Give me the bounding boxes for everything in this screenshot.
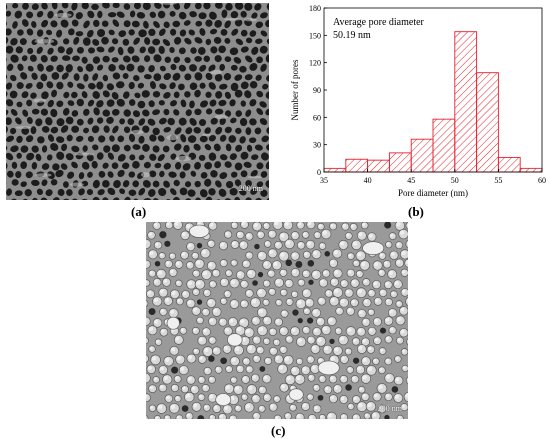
annotation-average-value: 50.19 nm [333, 30, 371, 41]
histogram-bar [432, 118, 456, 173]
histogram-bar [476, 72, 499, 173]
histogram-bar [367, 159, 390, 173]
histogram-bar [410, 138, 434, 173]
x-tick-label: 60 [538, 176, 546, 185]
histogram-bar [497, 156, 521, 173]
x-tick-label: 55 [494, 176, 502, 185]
pore-texture [6, 3, 269, 200]
y-tick-label: 180 [309, 4, 321, 13]
y-axis-label: Number of pores [290, 59, 300, 120]
histogram-bar [388, 152, 412, 173]
panel-label-b: (b) [408, 204, 424, 219]
y-tick-label: 90 [313, 86, 321, 95]
x-axis-label: Pore diameter (nm) [398, 188, 468, 198]
x-tick-label: 50 [451, 176, 459, 185]
y-tick-label: 30 [313, 141, 321, 150]
scale-bar-label: 200 nm [377, 404, 402, 413]
pore-diameter-histogram: 35 40 45 50 55 60 0 30 60 90 120 150 180 Average por… [290, 4, 546, 198]
x-tick-label: 45 [407, 176, 415, 185]
histogram-bar [519, 167, 543, 173]
annotation-average-label: Average pore diameter [333, 17, 425, 28]
sem-image-porous-template: 200 nm [6, 3, 269, 200]
panel-label-c: (c) [271, 423, 286, 438]
histogram-bar [345, 158, 369, 173]
scale-bar-label: 200 nm [238, 184, 263, 193]
histogram-bar [454, 31, 478, 173]
y-tick-label: 60 [313, 113, 321, 122]
y-tick-label: 150 [309, 31, 321, 40]
panel-label-a: (a) [131, 204, 147, 219]
x-tick-label: 40 [364, 176, 372, 185]
x-tick-label: 35 [320, 176, 328, 185]
particle-texture [146, 222, 408, 419]
histogram-bar [323, 167, 347, 173]
y-tick-label: 0 [317, 168, 321, 177]
sem-image-particles: 200 nm [146, 222, 408, 419]
y-tick-label: 120 [309, 59, 321, 68]
